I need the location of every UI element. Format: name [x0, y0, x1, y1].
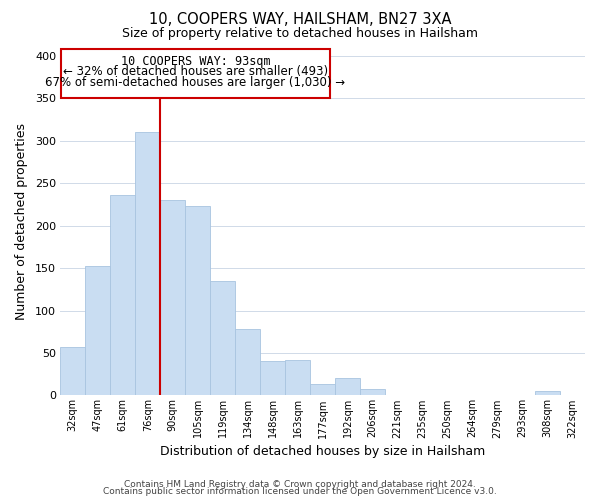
- Bar: [135, 132, 160, 396]
- Bar: [110, 195, 135, 396]
- X-axis label: Distribution of detached houses by size in Hailsham: Distribution of detached houses by size …: [160, 444, 485, 458]
- Bar: [210, 281, 235, 396]
- Text: ← 32% of detached houses are smaller (493): ← 32% of detached houses are smaller (49…: [63, 66, 328, 78]
- Bar: [310, 384, 335, 396]
- Bar: [60, 347, 85, 396]
- Bar: [185, 206, 210, 396]
- Bar: [335, 378, 360, 396]
- Text: Contains HM Land Registry data © Crown copyright and database right 2024.: Contains HM Land Registry data © Crown c…: [124, 480, 476, 489]
- Text: Size of property relative to detached houses in Hailsham: Size of property relative to detached ho…: [122, 28, 478, 40]
- Text: 67% of semi-detached houses are larger (1,030) →: 67% of semi-detached houses are larger (…: [46, 76, 346, 88]
- Bar: [160, 200, 185, 396]
- Bar: [285, 360, 310, 396]
- Bar: [535, 391, 560, 396]
- FancyBboxPatch shape: [61, 49, 330, 98]
- Bar: [360, 390, 385, 396]
- Bar: [260, 360, 285, 396]
- Text: Contains public sector information licensed under the Open Government Licence v3: Contains public sector information licen…: [103, 487, 497, 496]
- Text: 10, COOPERS WAY, HAILSHAM, BN27 3XA: 10, COOPERS WAY, HAILSHAM, BN27 3XA: [149, 12, 451, 28]
- Bar: [85, 266, 110, 396]
- Y-axis label: Number of detached properties: Number of detached properties: [15, 123, 28, 320]
- Bar: [235, 329, 260, 396]
- Text: 10 COOPERS WAY: 93sqm: 10 COOPERS WAY: 93sqm: [121, 55, 270, 68]
